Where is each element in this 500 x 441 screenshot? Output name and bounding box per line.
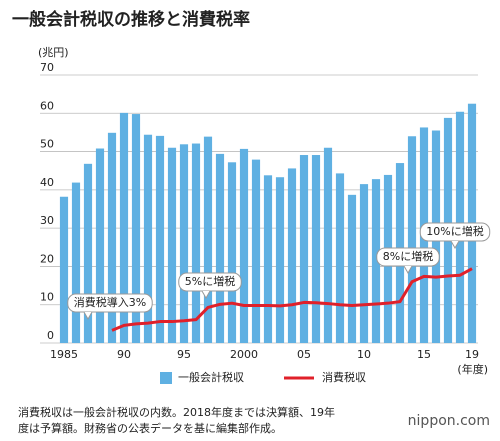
- annotation: 5%に増税: [185, 274, 235, 288]
- legend-label: 消費税収: [322, 370, 366, 384]
- y-tick-label: 70: [40, 61, 54, 74]
- x-tick-label: 10: [357, 348, 371, 361]
- bar: [167, 147, 177, 343]
- y-tick-label: 10: [40, 291, 54, 304]
- bar: [263, 175, 273, 343]
- bar: [143, 134, 153, 343]
- bar: [119, 112, 129, 343]
- x-tick-label: 90: [117, 348, 131, 361]
- bar: [335, 173, 345, 343]
- bar: [179, 144, 189, 343]
- bar: [239, 148, 249, 343]
- annotation-box: [67, 293, 153, 313]
- bar: [287, 168, 297, 343]
- x-tick-label: 1985: [50, 348, 78, 361]
- legend-label: 一般会計税収: [178, 370, 244, 384]
- x-tick-label: 05: [297, 348, 311, 361]
- bar: [59, 196, 69, 343]
- annotation: 8%に増税: [383, 249, 433, 263]
- bar: [227, 162, 237, 343]
- bar: [299, 155, 309, 343]
- bar: [95, 148, 105, 343]
- bar: [251, 159, 261, 343]
- chart-title: 一般会計税収の推移と消費税率: [12, 9, 250, 30]
- footnote: 消費税収は一般会計税収の内数。2018年度までは決算額、19年: [18, 405, 335, 419]
- bar: [131, 114, 141, 344]
- bar: [107, 132, 117, 343]
- x-tick-label: 15: [417, 348, 431, 361]
- x-axis-label: (年度): [457, 362, 488, 376]
- y-tick-label: 20: [40, 252, 54, 265]
- annotation-pointer: [201, 290, 211, 300]
- y-tick-label: 50: [40, 138, 54, 151]
- bar: [191, 143, 201, 343]
- y-tick-label: 0: [47, 329, 54, 342]
- legend-swatch: [160, 372, 172, 384]
- y-tick-label: 30: [40, 214, 54, 227]
- x-tick-label: 95: [177, 348, 191, 361]
- bar: [275, 177, 285, 343]
- annotation: 消費税導入3%: [74, 295, 146, 309]
- bar: [359, 184, 369, 343]
- bar: [71, 182, 81, 343]
- bar: [215, 153, 225, 343]
- line: [111, 267, 473, 332]
- bar: [155, 135, 165, 343]
- bar: [203, 136, 213, 343]
- annotation-pointer: [450, 240, 460, 250]
- bar: [311, 155, 321, 343]
- x-tick-label: 2000: [230, 348, 258, 361]
- bar: [347, 194, 357, 343]
- y-tick-label: 60: [40, 99, 54, 112]
- annotation: 10%に増税: [426, 224, 483, 238]
- bar: [83, 163, 93, 343]
- bar: [371, 179, 381, 343]
- footnote: 度は予算額。財務省の公表データを基に編集部作成。: [18, 421, 282, 435]
- x-tick-label: 19: [465, 348, 479, 361]
- annotation-pointer: [83, 311, 93, 321]
- y-axis-label: (兆円): [38, 46, 69, 59]
- y-tick-label: 40: [40, 176, 54, 189]
- source-logo: nippon.com: [408, 413, 490, 429]
- annotation-pointer: [403, 265, 413, 275]
- bar: [323, 147, 333, 343]
- bar: [407, 136, 417, 343]
